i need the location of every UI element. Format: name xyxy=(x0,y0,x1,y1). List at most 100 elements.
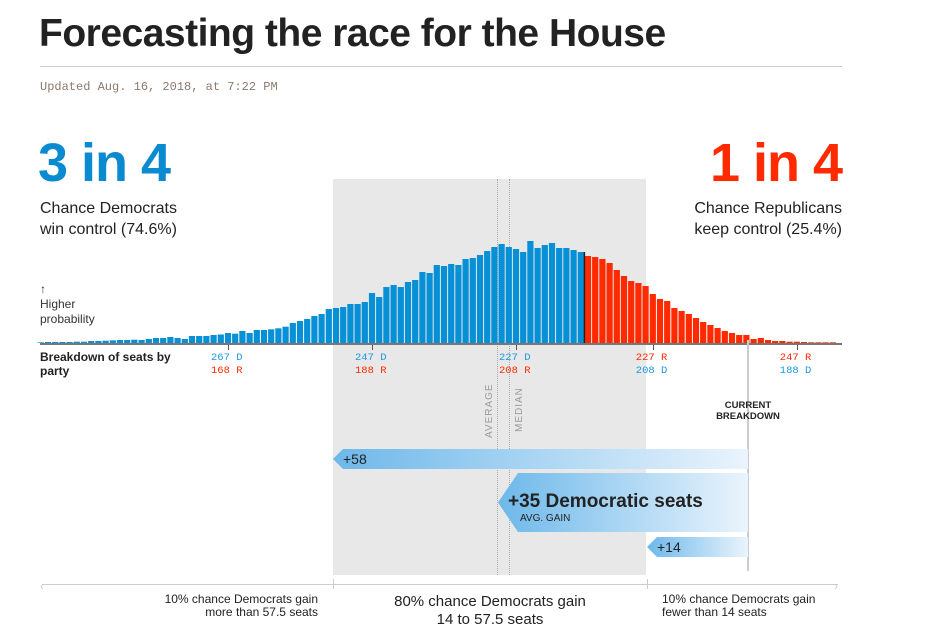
bar-191-dem-seats xyxy=(772,341,779,343)
dem-chance: Chance Democrats win control (74.6%) xyxy=(40,200,177,238)
bar-287-dem-seats xyxy=(80,341,88,343)
average-line xyxy=(497,179,498,575)
bar-221-dem-seats xyxy=(556,248,563,343)
bar-199-dem-seats xyxy=(714,328,721,343)
bar-188-dem-seats xyxy=(793,341,800,343)
bar-183-dem-seats xyxy=(829,342,836,343)
bar-224-dem-seats xyxy=(534,248,541,343)
bar-285-dem-seats xyxy=(95,341,102,343)
tick-label-bottom: 168 R xyxy=(211,365,243,377)
divider xyxy=(40,66,842,67)
bar-239-dem-seats xyxy=(426,273,433,343)
dem-odds: 3 in 4 xyxy=(38,133,171,193)
bar-214-dem-seats xyxy=(606,263,613,343)
bar-238-dem-seats xyxy=(433,265,440,343)
tick-label-bottom: 208 D xyxy=(635,365,668,377)
bar-270-dem-seats xyxy=(203,336,210,343)
bar-261-dem-seats xyxy=(268,329,275,343)
up-arrow-icon: ↑ xyxy=(40,282,46,296)
bar-235-dem-seats xyxy=(455,265,462,343)
bar-266-dem-seats xyxy=(232,333,239,343)
bar-233-dem-seats xyxy=(469,258,476,343)
tick-label-top: 247 D xyxy=(355,352,387,364)
bar-234-dem-seats xyxy=(462,259,469,343)
bar-201-dem-seats xyxy=(700,322,707,343)
bar-280-dem-seats xyxy=(131,339,138,343)
bar-267-dem-seats xyxy=(224,333,232,343)
bar-192-dem-seats xyxy=(764,340,772,343)
bar-251-dem-seats xyxy=(340,307,347,343)
tick-label-top: 227 R xyxy=(635,352,668,364)
bar-248-dem-seats xyxy=(361,302,368,343)
bar-190-dem-seats xyxy=(779,341,786,343)
avg-gain-sublabel: AVG. GAIN xyxy=(520,513,571,524)
bar-187-dem-seats xyxy=(800,342,808,343)
bar-216-dem-seats xyxy=(592,257,599,343)
bar-204-dem-seats xyxy=(678,311,685,343)
bar-252-dem-seats xyxy=(332,308,340,343)
bar-193-dem-seats xyxy=(757,338,764,343)
axis-tick xyxy=(647,579,648,589)
bar-253-dem-seats xyxy=(325,309,332,343)
bar-240-dem-seats xyxy=(419,272,426,343)
y-axis-hint: ↑ Higher probability xyxy=(40,282,95,326)
tick-label-top: 267 D xyxy=(211,352,243,364)
bar-215-dem-seats xyxy=(599,259,606,343)
bar-213-dem-seats xyxy=(613,270,620,343)
current-breakdown-label: CURRENT BREAKDOWN xyxy=(716,400,780,422)
tick-label-bottom: 208 R xyxy=(499,365,531,377)
bar-292-dem-seats xyxy=(44,342,52,343)
bar-289-dem-seats xyxy=(66,342,73,343)
bar-269-dem-seats xyxy=(210,335,217,343)
bar-206-dem-seats xyxy=(664,301,671,343)
bar-254-dem-seats xyxy=(318,314,325,343)
bar-184-dem-seats xyxy=(822,342,829,343)
bar-205-dem-seats xyxy=(671,308,678,343)
tick-label-top: 227 D xyxy=(499,352,531,364)
tick-label-bottom: 188 D xyxy=(779,365,812,377)
range-axis xyxy=(42,584,838,585)
bar-198-dem-seats xyxy=(721,331,728,343)
bar-203-dem-seats xyxy=(685,314,692,343)
bar-231-dem-seats xyxy=(484,251,491,343)
bar-268-dem-seats xyxy=(217,334,224,343)
bar-286-dem-seats xyxy=(88,341,95,343)
bar-223-dem-seats xyxy=(541,245,548,343)
bar-284-dem-seats xyxy=(102,340,109,343)
lower-tail-text: 10% chance Democrats gain fewer than 14 s… xyxy=(662,592,816,619)
low-gain-label: +14 xyxy=(657,539,681,555)
bar-196-dem-seats xyxy=(736,335,743,343)
bar-209-dem-seats xyxy=(642,286,649,343)
bar-195-dem-seats xyxy=(743,335,750,343)
bar-290-dem-seats xyxy=(59,342,66,343)
bar-242-dem-seats xyxy=(404,282,412,343)
bar-265-dem-seats xyxy=(239,331,246,343)
histogram xyxy=(37,241,836,343)
right-arrow-icon: › xyxy=(834,579,838,593)
bar-228-dem-seats xyxy=(505,247,512,343)
x-axis-baseline xyxy=(40,343,842,345)
bar-278-dem-seats xyxy=(145,339,152,343)
high-gain-arrow: +58 xyxy=(333,449,748,469)
avg-gain-label: +35 Democratic seats xyxy=(508,491,703,512)
bar-218-dem-seats xyxy=(577,252,584,343)
tick-label-top: 247 R xyxy=(779,352,812,364)
updated-timestamp: Updated Aug. 16, 2018, at 7:22 PM xyxy=(40,80,278,94)
bar-250-dem-seats xyxy=(347,304,354,343)
bar-207-dem-seats xyxy=(656,299,664,343)
bar-197-dem-seats xyxy=(728,333,736,343)
bar-264-dem-seats xyxy=(246,333,253,343)
average-label: AVERAGE xyxy=(484,383,495,438)
low-gain-arrow: +14 xyxy=(647,537,748,557)
bar-244-dem-seats xyxy=(390,285,397,343)
bar-186-dem-seats xyxy=(808,342,815,343)
bar-282-dem-seats xyxy=(116,340,124,343)
bar-236-dem-seats xyxy=(448,264,455,343)
bar-263-dem-seats xyxy=(253,330,260,343)
bar-279-dem-seats xyxy=(138,340,145,343)
tick-label: 227 D 208 R xyxy=(499,352,531,378)
bar-237-dem-seats xyxy=(440,266,448,343)
bar-219-dem-seats xyxy=(570,250,577,343)
middle-range-text: 80% chance Democrats gain 14 to 57.5 seat… xyxy=(394,593,586,628)
